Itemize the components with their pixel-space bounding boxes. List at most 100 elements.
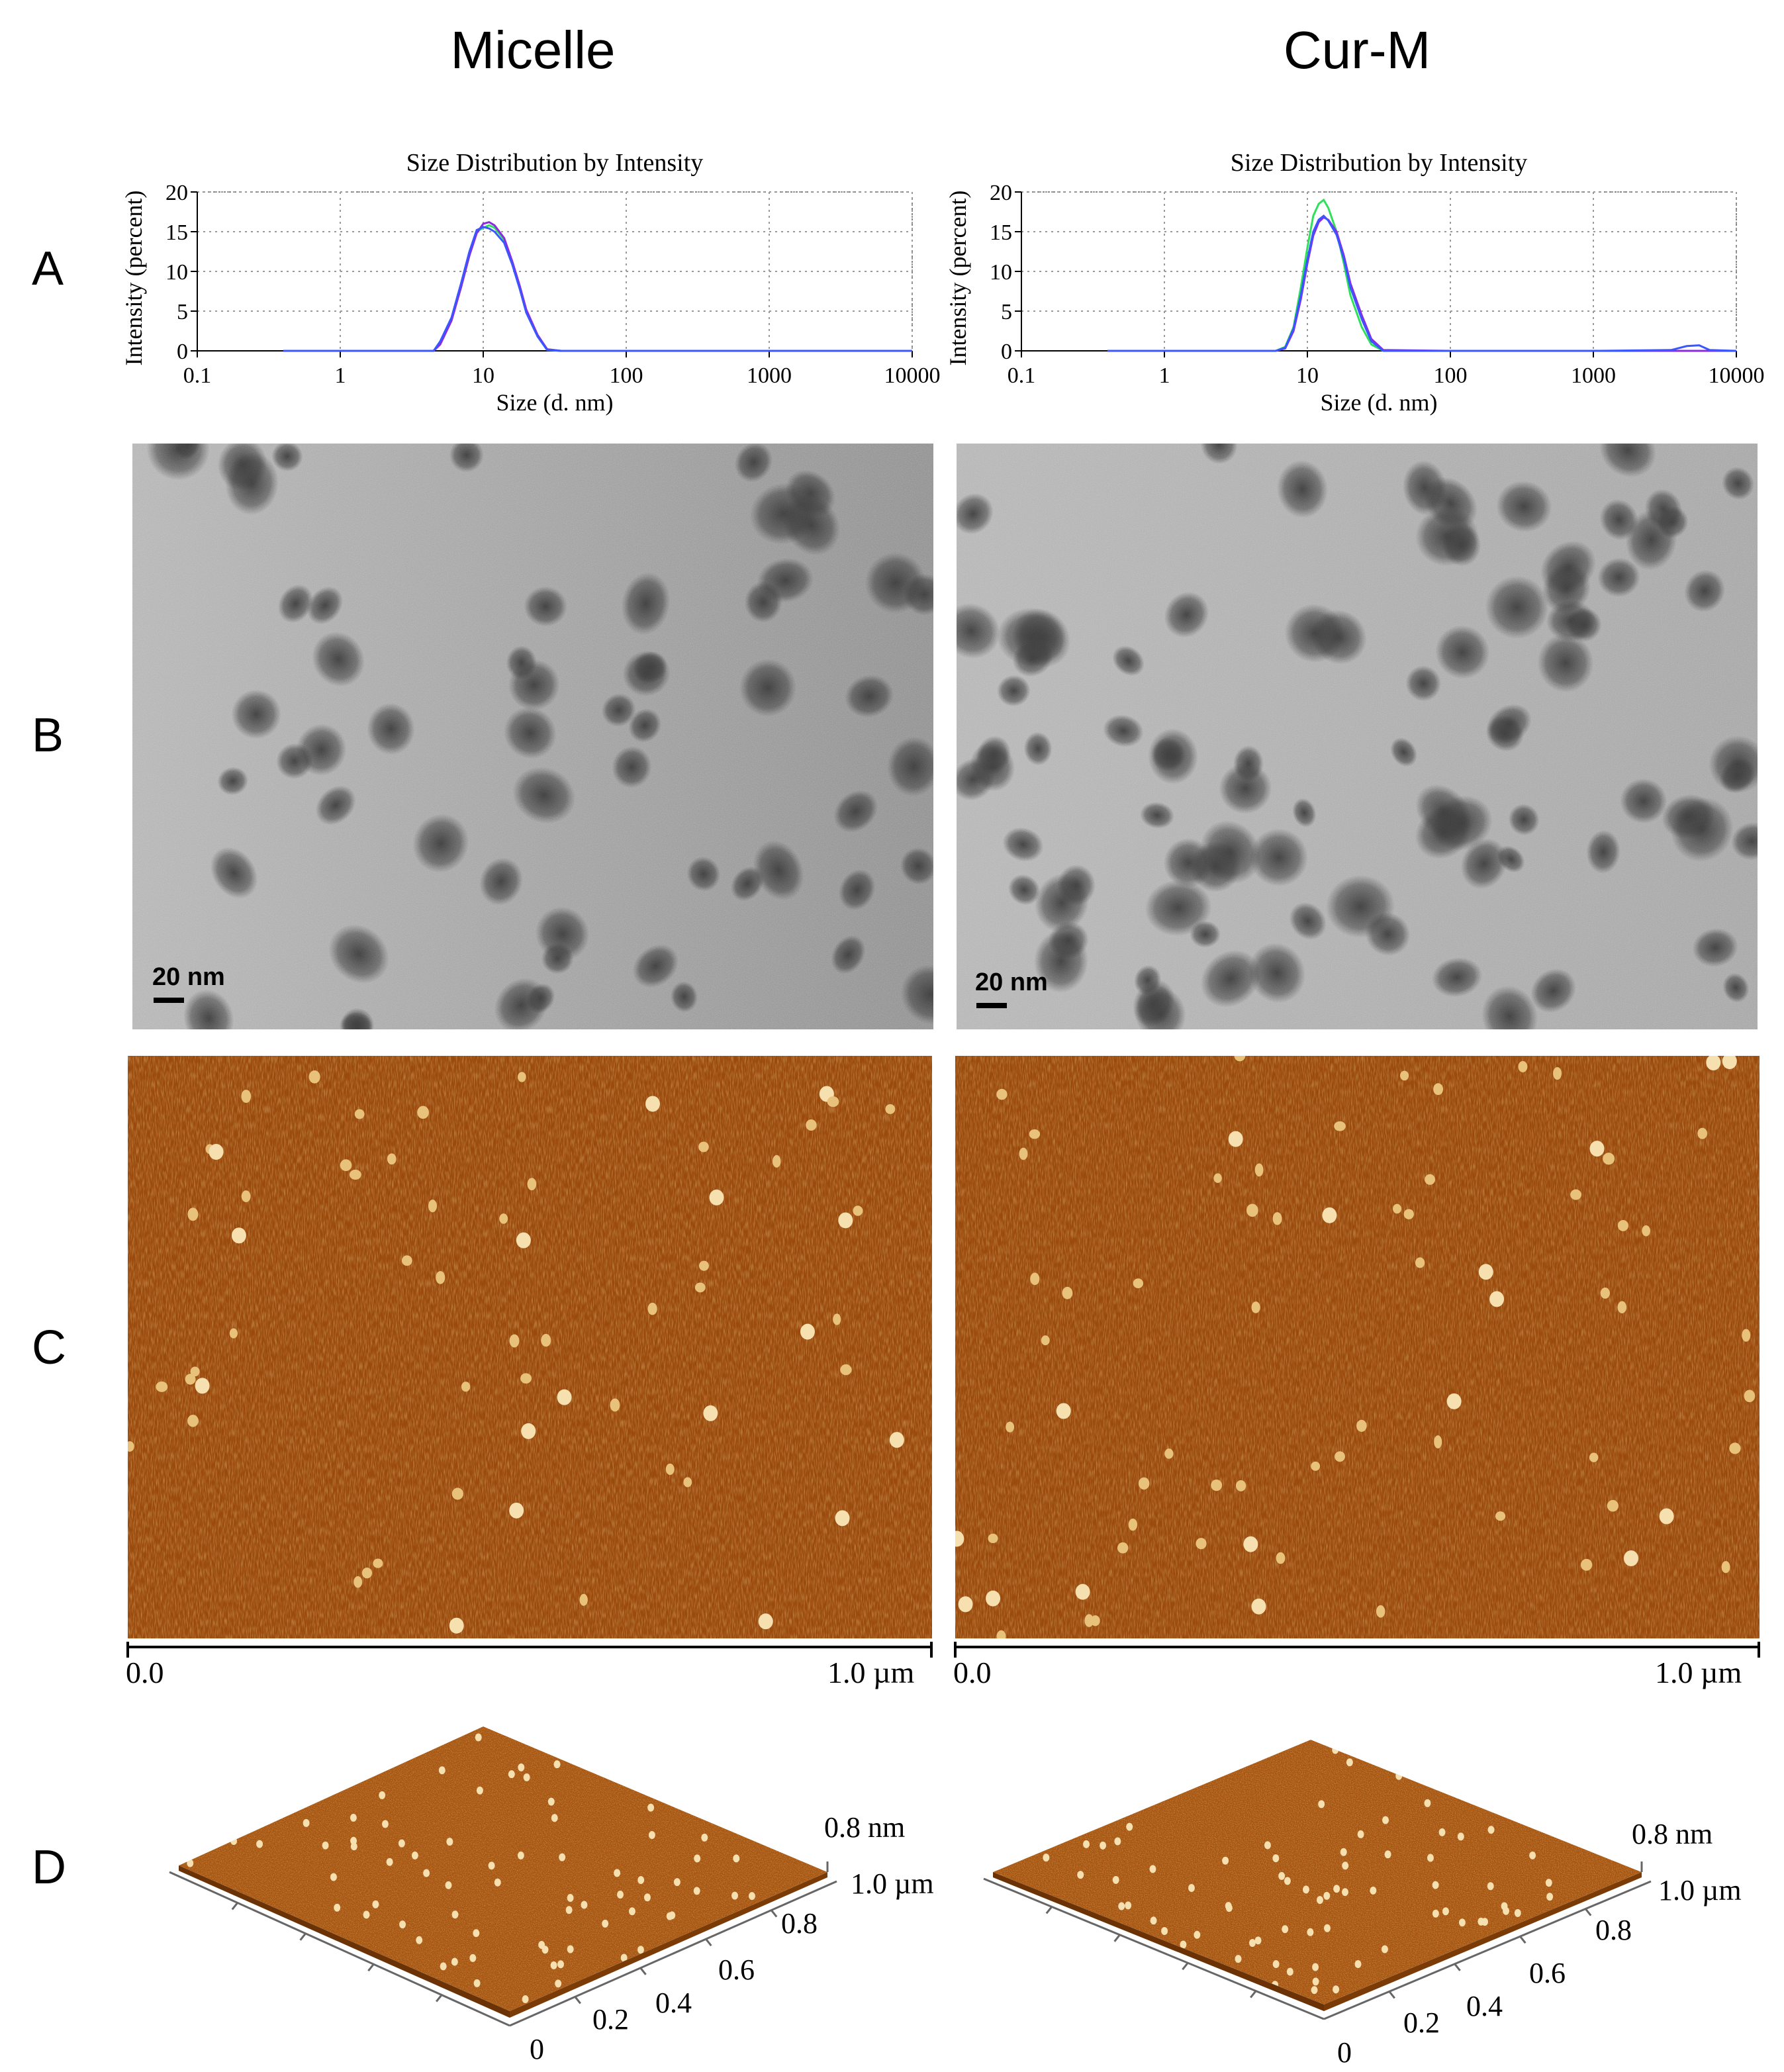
afm-3d-particle	[1284, 1877, 1291, 1885]
afm-particle	[387, 1153, 397, 1165]
afm-3d-particle	[666, 1912, 673, 1920]
afm-particle	[1084, 1614, 1094, 1627]
afm-particle	[665, 1463, 675, 1475]
afm-particle	[988, 1533, 998, 1544]
afm-3d-particle	[1235, 1955, 1242, 1963]
scale-bar-label: 20 nm	[152, 963, 225, 991]
afm-3d-particle	[1323, 1891, 1331, 1900]
afm-particle	[509, 1334, 520, 1348]
afm-axis-end: 1.0 µm	[1655, 1656, 1742, 1689]
afm-image-micelle	[125, 1056, 932, 1638]
afm-3d-particle	[1222, 1856, 1229, 1865]
afm-3d-particle	[541, 1946, 549, 1954]
y-tick-label: 20	[165, 181, 188, 205]
afm-particle	[1425, 1174, 1436, 1185]
afm-particle	[1697, 1127, 1708, 1139]
afm-particle	[373, 1558, 383, 1568]
series-line-0	[1107, 198, 1736, 352]
afm-particle	[241, 1090, 252, 1103]
afm-3d-particle	[1546, 1893, 1554, 1901]
afm-3d-particle	[581, 1901, 588, 1909]
afm-3d-particle	[637, 1875, 645, 1884]
afm-particle	[190, 1366, 200, 1377]
afm-particle	[1623, 1550, 1638, 1567]
afm-3d-particle	[1442, 1907, 1449, 1916]
afm-3d-particle	[1333, 1985, 1340, 1994]
afm-particle	[156, 1381, 168, 1392]
row-label-d: D	[32, 1841, 66, 1894]
afm-3d-tick: 0.8	[1595, 1914, 1632, 1946]
afm-3d-particle	[1194, 1930, 1201, 1939]
afm-3d-particle	[1225, 1904, 1233, 1912]
afm-3d-particle	[733, 1854, 740, 1863]
afm-3d-particle	[1161, 1926, 1168, 1935]
afm-3d-particle	[602, 1919, 609, 1928]
afm-particle	[308, 1070, 320, 1084]
afm-3d-particle	[1354, 1959, 1362, 1968]
afm-3d-particle	[567, 1893, 574, 1902]
afm-particle	[1393, 1203, 1401, 1214]
afm-particle	[1607, 1499, 1619, 1512]
y-tick-label: 20	[990, 181, 1012, 205]
x-tick-label: 10	[472, 363, 494, 388]
afm-particle	[703, 1405, 718, 1421]
afm-3d-particle	[322, 1841, 329, 1850]
afm-3d-edge	[1324, 1872, 1642, 2011]
afm-3d-particle	[1370, 1886, 1377, 1895]
series-line-2	[1107, 214, 1737, 352]
x-tick-label: 100	[610, 363, 643, 388]
afm-3d-particle	[1395, 1771, 1403, 1780]
afm-particle	[853, 1205, 863, 1216]
row-label-a: A	[32, 242, 64, 295]
afm-particle	[1211, 1479, 1223, 1491]
afm-3d-particle	[1248, 1939, 1256, 1948]
afm-3d-particle	[1545, 1879, 1552, 1887]
afm-particle	[509, 1502, 524, 1519]
afm-3d-particle	[440, 1962, 447, 1971]
series-line-0	[283, 224, 912, 352]
afm-3d-particle	[372, 1900, 379, 1908]
afm-particle	[806, 1119, 817, 1131]
afm-particle	[449, 1617, 464, 1634]
x-axis-label: Size (d. nm)	[1321, 389, 1438, 416]
afm-particle	[354, 1109, 365, 1119]
afm-3d-particle	[1514, 1908, 1521, 1917]
afm-particle	[1138, 1477, 1150, 1490]
afm-3d-particle	[1282, 1925, 1289, 1934]
y-tick-label: 0	[177, 340, 188, 364]
afm-particle	[758, 1613, 773, 1630]
afm-3d-particle	[1346, 1758, 1353, 1767]
afm-particle	[1589, 1141, 1605, 1157]
scale-bar	[976, 1003, 1007, 1008]
afm-3d-tick: 0	[530, 2033, 544, 2065]
afm-particle	[835, 1510, 850, 1527]
afm-3d-particle	[1307, 1928, 1314, 1936]
afm-3d-xy-label: 1.0 µm	[1658, 1874, 1742, 1907]
afm-particle	[610, 1398, 620, 1412]
afm-3d-particle	[451, 1910, 459, 1919]
afm-particle	[187, 1207, 199, 1221]
afm-3d-particle	[748, 1892, 755, 1901]
afm-particle	[1030, 1272, 1040, 1286]
afm-particle	[516, 1232, 531, 1248]
afm-particle	[1128, 1518, 1137, 1531]
afm-3d-tick: 0.4	[1466, 1990, 1503, 2022]
afm-3d-particle	[256, 1840, 263, 1848]
afm-3d-particle	[1323, 1924, 1331, 1932]
afm-3d-particle	[637, 1946, 644, 1954]
afm-particle	[436, 1271, 446, 1284]
afm-particle	[1062, 1286, 1073, 1299]
afm-particle	[527, 1178, 537, 1191]
afm-particle	[1722, 1053, 1737, 1070]
afm-particle	[996, 1088, 1008, 1100]
afm-particle	[1334, 1121, 1346, 1131]
tem-noise	[132, 444, 933, 1029]
x-tick-label: 10000	[1709, 363, 1765, 388]
afm-3d-particle	[551, 1814, 558, 1822]
afm-3d-tick: 0.4	[655, 1987, 692, 2019]
row-label-b: B	[32, 709, 64, 762]
afm-3d-axes	[169, 1861, 837, 2027]
afm-3d-particle	[643, 1893, 651, 1902]
afm-particle	[1056, 1403, 1071, 1419]
afm-3d-particle	[567, 1945, 574, 1954]
